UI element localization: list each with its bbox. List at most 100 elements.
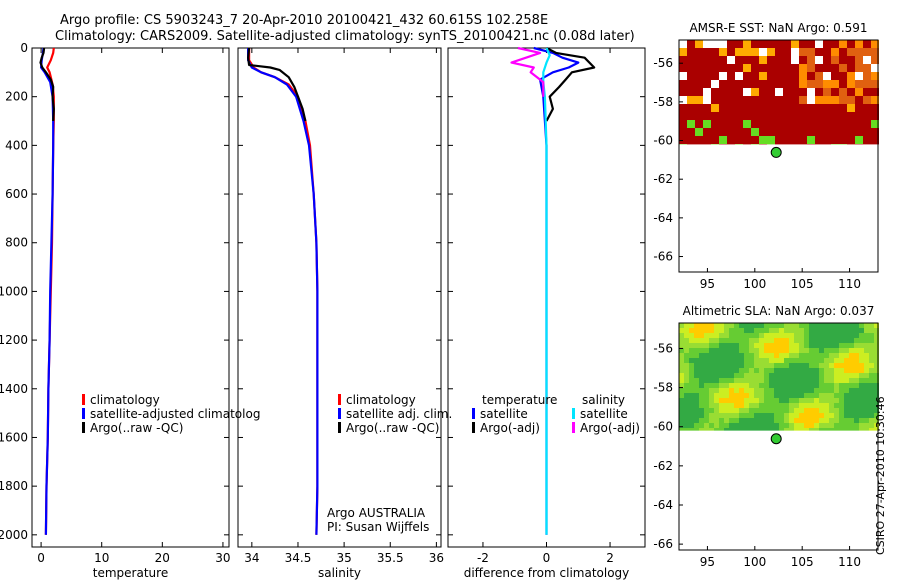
altimetric-sla-cell	[779, 393, 784, 398]
altimetric-sla-cell	[679, 388, 684, 393]
altimetric-sla-cell	[759, 403, 764, 408]
altimetric-sla-cell	[739, 418, 744, 423]
altimetric-sla-cell	[809, 378, 814, 383]
altimetric-sla-cell	[829, 388, 834, 393]
altimetric-sla-cell	[819, 363, 824, 368]
amsre-sst-cell	[847, 104, 855, 112]
altimetric-sla-cell	[724, 333, 729, 338]
altimetric-sla-cell	[809, 403, 814, 408]
altimetric-sla-cell	[739, 363, 744, 368]
altimetric-sla-cell	[684, 353, 689, 358]
altimetric-sla-cell	[684, 363, 689, 368]
altimetric-sla-cell	[784, 388, 789, 393]
amsre-sst-cell	[831, 80, 839, 88]
altimetric-sla-cell	[784, 398, 789, 403]
altimetric-sla-cell	[834, 378, 839, 383]
altimetric-sla-cell	[844, 418, 849, 423]
amsre-sst-cell	[871, 136, 879, 144]
altimetric-sla-cell	[709, 418, 714, 423]
altimetric-sla-cell	[839, 328, 844, 333]
altimetric-sla-cell	[824, 373, 829, 378]
amsre-sst-cell	[863, 112, 871, 120]
altimetric-sla-cell	[714, 428, 719, 431]
altimetric-sla-cell	[844, 403, 849, 408]
difference-series-cyan	[542, 47, 551, 535]
amsre-sst-cell	[863, 120, 871, 128]
altimetric-sla-cell	[744, 403, 749, 408]
salinity-xtick-label: 35.5	[377, 551, 404, 565]
temperature-ytick-label: 1000	[0, 284, 28, 298]
altimetric-sla-xtick-label: 105	[791, 555, 814, 569]
amsre-sst-cell	[791, 80, 799, 88]
amsre-sst-cell	[783, 48, 791, 56]
altimetric-sla-cell	[714, 353, 719, 358]
altimetric-sla-cell	[704, 323, 709, 328]
altimetric-sla-cell	[724, 373, 729, 378]
altimetric-sla-cell	[769, 413, 774, 418]
altimetric-sla-cell	[684, 373, 689, 378]
altimetric-sla-cell	[699, 358, 704, 363]
altimetric-sla-cell	[809, 323, 814, 328]
amsre-sst-cell	[679, 128, 687, 136]
salinity-annotation-line1: Argo AUSTRALIA	[327, 506, 426, 520]
altimetric-sla-cell	[744, 423, 749, 428]
altimetric-sla-cell	[789, 333, 794, 338]
altimetric-sla-cell	[859, 338, 864, 343]
temperature-legend-item-label: climatology	[90, 393, 160, 407]
altimetric-sla-cell	[709, 368, 714, 373]
altimetric-sla-cell	[869, 328, 874, 333]
altimetric-sla-cell	[699, 398, 704, 403]
amsre-sst-cell	[743, 40, 751, 48]
altimetric-sla-cell	[839, 418, 844, 423]
altimetric-sla-cell	[784, 348, 789, 353]
salinity-axis-frame	[237, 47, 442, 548]
altimetric-sla-cell	[809, 413, 814, 418]
amsre-sst-cell	[751, 120, 759, 128]
altimetric-sla-cell	[794, 393, 799, 398]
altimetric-sla-cell	[709, 378, 714, 383]
amsre-sst-cell	[823, 40, 831, 48]
altimetric-sla-cell	[799, 403, 804, 408]
amsre-sst-cell	[743, 64, 751, 72]
altimetric-sla-cell	[714, 398, 719, 403]
amsre-sst-cell	[679, 88, 687, 96]
amsre-sst-cell	[751, 88, 759, 96]
altimetric-sla-cell	[804, 323, 809, 328]
altimetric-sla-cell	[849, 333, 854, 338]
amsre-sst-cell	[799, 56, 807, 64]
diff-legend-salinity-satellite-label: satellite	[580, 407, 628, 421]
altimetric-sla-cell	[769, 383, 774, 388]
altimetric-sla-cell	[779, 423, 784, 428]
altimetric-sla-cell	[709, 403, 714, 408]
altimetric-sla-cell	[844, 338, 849, 343]
altimetric-sla-cell	[854, 368, 859, 373]
altimetric-sla-cell	[679, 378, 684, 383]
amsre-sst-cell	[775, 128, 783, 136]
altimetric-sla-cell	[799, 358, 804, 363]
altimetric-sla-cell	[844, 378, 849, 383]
altimetric-sla-cell	[784, 413, 789, 418]
amsre-sst-cell	[727, 80, 735, 88]
altimetric-sla-cell	[789, 363, 794, 368]
altimetric-sla-argo-marker	[770, 433, 782, 445]
amsre-sst-heatmap-cells	[679, 40, 879, 145]
altimetric-sla-cell	[689, 368, 694, 373]
altimetric-sla-cell	[844, 323, 849, 328]
altimetric-sla-cell	[849, 403, 854, 408]
altimetric-sla-cell	[719, 423, 724, 428]
diff-legend-salinity-heading: salinity	[582, 393, 625, 407]
altimetric-sla-cell	[769, 428, 774, 431]
altimetric-sla-cell	[704, 398, 709, 403]
amsre-sst-cell	[727, 56, 735, 64]
amsre-sst-cell	[871, 64, 879, 72]
altimetric-sla-cell	[719, 378, 724, 383]
diff-legend-temperature-argo-label: Argo(-adj)	[480, 421, 540, 435]
altimetric-sla-cell	[724, 348, 729, 353]
amsre-sst-cell	[831, 72, 839, 80]
altimetric-sla-cell	[714, 388, 719, 393]
altimetric-sla-cell	[729, 393, 734, 398]
amsre-sst-cell	[735, 136, 743, 144]
altimetric-sla-cell	[684, 368, 689, 373]
altimetric-sla-cell	[714, 368, 719, 373]
diff-legend-temperature-satellite-swatch	[472, 408, 475, 419]
